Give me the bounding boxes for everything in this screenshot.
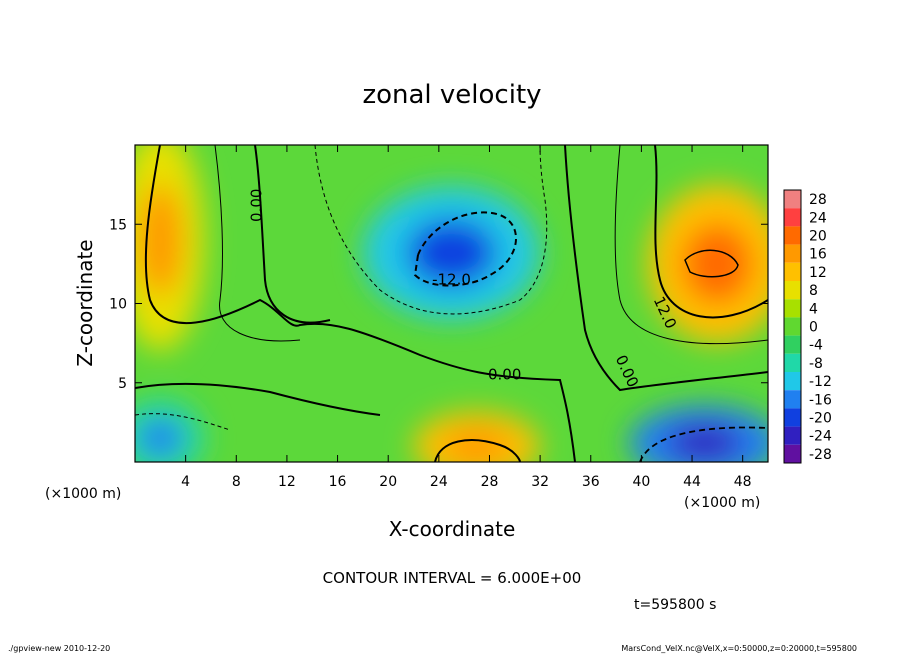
colorbar-label-2: 20 xyxy=(809,229,827,245)
colorbar-label-14: -28 xyxy=(809,447,832,463)
field-core-upper-left-jet xyxy=(138,184,183,296)
colorbar-swatch-3 xyxy=(784,244,801,263)
contour-lines xyxy=(135,145,768,462)
contour-zero-left xyxy=(144,145,576,462)
colorbar-swatch-2 xyxy=(784,226,801,245)
x-tick-label-24: 24 xyxy=(430,474,448,490)
field-core-lower-center-jet xyxy=(445,428,509,462)
colorbar-swatch-5 xyxy=(784,281,801,300)
x-axis-label: X-coordinate xyxy=(389,517,516,541)
colorbar-label-1: 24 xyxy=(809,210,827,226)
colorbar-swatch-10 xyxy=(784,372,801,391)
colorbar-label-8: -4 xyxy=(809,338,823,354)
x-tick-label-8: 8 xyxy=(232,474,241,490)
y-axis-ticks: 5 10 15 xyxy=(109,217,768,392)
colorbar-label-12: -20 xyxy=(809,411,832,427)
colorbar-swatch-0 xyxy=(784,190,801,209)
colorbar-swatch-1 xyxy=(784,208,801,227)
y-tick-label-15: 15 xyxy=(109,217,127,233)
colorbar-label-9: -8 xyxy=(809,356,823,372)
colorbar-label-13: -24 xyxy=(809,429,832,445)
contour-pos12-right xyxy=(654,145,768,319)
x-tick-label-16: 16 xyxy=(329,474,347,490)
colorbar: 28 24 20 16 12 8 4 0 -4 -8 -12 -16 -20 -24 -28 xyxy=(783,189,832,464)
y-tick-label-10: 10 xyxy=(109,297,127,313)
colorbar-label-3: 16 xyxy=(809,247,827,263)
contour-label-0: 0.00 xyxy=(248,189,266,222)
contour-zero-right xyxy=(564,145,768,392)
y-tick-label-5: 5 xyxy=(118,376,127,392)
x-tick-label-28: 28 xyxy=(481,474,499,490)
colorbar-label-7: 0 xyxy=(809,320,818,336)
y-axis-label: Z-coordinate xyxy=(73,239,97,366)
contour-neg12-bottom-right xyxy=(639,426,768,462)
contour-zero-bottom xyxy=(135,382,381,416)
contour-pos12-bottom xyxy=(434,439,521,462)
colorbar-label-6: 4 xyxy=(809,301,818,317)
contour-pos12-core xyxy=(684,249,739,278)
colorbar-frame xyxy=(783,189,802,464)
x-tick-label-32: 32 xyxy=(531,474,549,490)
colorbar-swatch-7 xyxy=(784,317,801,336)
contour-thin-3 xyxy=(614,145,768,345)
colorbar-swatch-6 xyxy=(784,299,801,318)
colorbar-swatch-11 xyxy=(784,390,801,409)
contour-thin-1 xyxy=(214,145,301,342)
x-tick-label-40: 40 xyxy=(632,474,650,490)
x-axis-ticks: 4 8 12 16 20 24 28 32 36 40 44 48 xyxy=(181,145,752,490)
contour-label-1: -12.0 xyxy=(432,270,471,288)
field-core-lower-right-jet xyxy=(666,423,743,462)
colorbar-swatch-12 xyxy=(784,408,801,427)
x-axis-unit-right: (×1000 m) xyxy=(684,495,760,511)
contour-interval: CONTOUR INTERVAL = 6.000E+00 xyxy=(323,569,582,587)
field-core-lower-left-jet xyxy=(138,418,183,459)
colorbar-label-0: 28 xyxy=(809,192,827,208)
contour-thin-4 xyxy=(135,413,231,431)
colorbar-swatch-4 xyxy=(784,262,801,281)
x-axis-unit: (×1000 m) xyxy=(45,486,121,502)
colorbar-label-10: -12 xyxy=(809,374,832,390)
field-core-upper-right-jet xyxy=(682,224,753,304)
chart-title: zonal velocity xyxy=(362,80,541,110)
x-tick-label-44: 44 xyxy=(683,474,701,490)
x-tick-label-48: 48 xyxy=(734,474,752,490)
colorbar-label-4: 12 xyxy=(809,265,827,281)
x-tick-label-20: 20 xyxy=(379,474,397,490)
colorbar-label-5: 8 xyxy=(809,283,818,299)
contour-neg12 xyxy=(413,211,517,287)
colorbar-swatch-9 xyxy=(784,353,801,372)
footer-right: MarsCond_VelX.nc@VelX,x=0:50000,z=0:2000… xyxy=(621,644,857,653)
x-tick-label-12: 12 xyxy=(278,474,296,490)
footer-left: ./gpview-new 2010-12-20 xyxy=(8,644,110,653)
colorbar-swatch-8 xyxy=(784,335,801,354)
x-tick-label-36: 36 xyxy=(582,474,600,490)
contour-label-2: 0.00 xyxy=(488,366,521,384)
time-label: t=595800 s xyxy=(634,597,716,613)
x-tick-label-4: 4 xyxy=(181,474,190,490)
colorbar-label-11: -16 xyxy=(809,392,832,408)
colorbar-swatch-14 xyxy=(784,444,801,463)
colorbar-swatch-13 xyxy=(784,426,801,445)
contour-zero-upper xyxy=(254,145,331,324)
